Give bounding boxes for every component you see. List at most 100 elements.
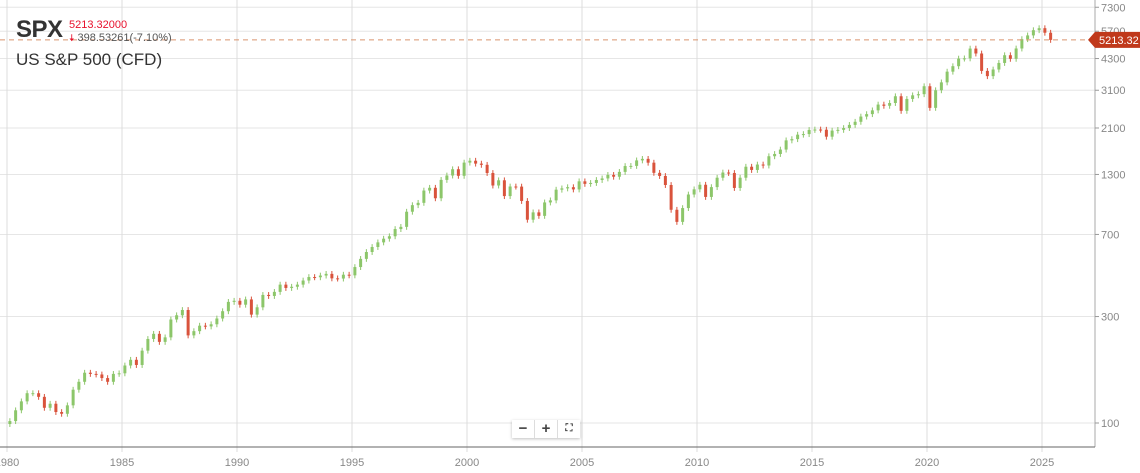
- candle-body: [83, 372, 87, 382]
- x-tick-label: 1995: [340, 457, 364, 469]
- y-tick-label: 7300: [1101, 2, 1125, 14]
- candle-body: [853, 121, 857, 125]
- candle-body: [784, 140, 788, 150]
- candle-body: [290, 286, 294, 288]
- candle-body: [1037, 28, 1041, 31]
- zoom-in-button[interactable]: +: [534, 420, 557, 438]
- candle-body: [485, 164, 489, 173]
- candle-body: [813, 129, 817, 131]
- candle-body: [836, 129, 840, 131]
- candle-body: [916, 94, 920, 96]
- fullscreen-icon[interactable]: ⛶: [557, 420, 580, 438]
- candle-body: [928, 86, 932, 108]
- candle-body: [577, 181, 581, 190]
- y-tick-label: 2100: [1101, 123, 1125, 135]
- candle-body: [623, 166, 627, 172]
- candle-body: [272, 291, 276, 296]
- candle-body: [738, 177, 742, 188]
- candle-body: [347, 274, 351, 276]
- candle-body: [295, 284, 299, 287]
- candle-body: [968, 48, 972, 59]
- candle-body: [629, 165, 633, 167]
- candle-body: [330, 273, 334, 279]
- candle-body: [566, 187, 570, 189]
- candle-body: [134, 359, 138, 365]
- candle-body: [709, 187, 713, 197]
- candle-body: [1031, 30, 1035, 36]
- candle-body: [899, 96, 903, 111]
- candle-body: [945, 71, 949, 83]
- candle-body: [525, 200, 529, 220]
- candle-body: [318, 275, 322, 278]
- candle-body: [778, 149, 782, 154]
- candle-body: [652, 162, 656, 173]
- candle-body: [249, 299, 253, 315]
- zoom-out-button[interactable]: −: [518, 420, 528, 437]
- candle-body: [169, 319, 173, 338]
- candle-body: [25, 393, 29, 402]
- candle-body: [19, 401, 23, 411]
- candle-body: [313, 277, 317, 279]
- candle-body: [428, 187, 432, 191]
- candle-body: [911, 95, 915, 99]
- change-value: 398.53261(-7.10%): [77, 32, 172, 44]
- candle-body: [416, 202, 420, 206]
- candle-body: [180, 309, 184, 316]
- candle-body: [186, 309, 190, 336]
- candle-body: [997, 62, 1001, 70]
- y-axis: 100300700130021003100430057007300: [1095, 2, 1125, 430]
- candle-body: [491, 172, 495, 186]
- candle-body: [1043, 28, 1047, 33]
- candle-body: [865, 114, 869, 117]
- zoom-controls: − + ⛶: [512, 420, 580, 438]
- candle-body: [554, 189, 558, 201]
- candle-body: [226, 301, 230, 312]
- candle-body: [1026, 35, 1030, 40]
- candle-body: [750, 166, 754, 170]
- x-tick-label: 2010: [685, 457, 709, 469]
- candle-body: [796, 134, 800, 140]
- candle-body: [934, 90, 938, 108]
- candle-body: [359, 258, 363, 268]
- candle-body: [232, 300, 236, 302]
- candle-body: [508, 186, 512, 197]
- y-tick-label: 100: [1101, 418, 1119, 430]
- candle-body: [560, 188, 564, 190]
- last-price: 5213.32000: [69, 19, 128, 31]
- x-tick-label: 2000: [455, 457, 479, 469]
- candle-body: [520, 186, 524, 201]
- candle-body: [721, 172, 725, 178]
- candle-body: [353, 267, 357, 276]
- candle-body: [543, 202, 547, 216]
- candle-body: [583, 181, 587, 184]
- candle-body: [1020, 39, 1024, 49]
- candle-body: [790, 139, 794, 141]
- candle-body: [704, 184, 708, 197]
- candle-body: [192, 331, 196, 336]
- x-tick-label: 2015: [800, 457, 824, 469]
- candle-body: [474, 160, 478, 164]
- x-axis: 1980 1985 1990 1995 2000 2005 2010 2015 2020 2025: [0, 457, 1054, 469]
- candle-body: [215, 318, 219, 325]
- candle-body: [94, 373, 98, 375]
- instrument-name: US S&P 500 (CFD): [16, 50, 163, 69]
- candle-body: [209, 324, 213, 327]
- candle-body: [773, 153, 777, 157]
- candle-body: [479, 163, 483, 165]
- candle-body: [410, 205, 414, 212]
- candle-body: [382, 238, 386, 243]
- x-tick-label: 1980: [0, 457, 19, 469]
- y-tick-label: 700: [1101, 229, 1119, 241]
- candle-body: [244, 299, 248, 305]
- candle-body: [445, 175, 449, 180]
- candle-body: [888, 102, 892, 106]
- candle-body: [54, 403, 58, 413]
- candle-body: [985, 70, 989, 77]
- candle-body: [870, 110, 874, 115]
- candle-body: [1008, 55, 1012, 59]
- price-change: 🠇 398.53261(-7.10%): [69, 31, 172, 48]
- candle-body: [801, 134, 805, 136]
- candle-body: [267, 294, 271, 296]
- candle-body: [951, 66, 955, 72]
